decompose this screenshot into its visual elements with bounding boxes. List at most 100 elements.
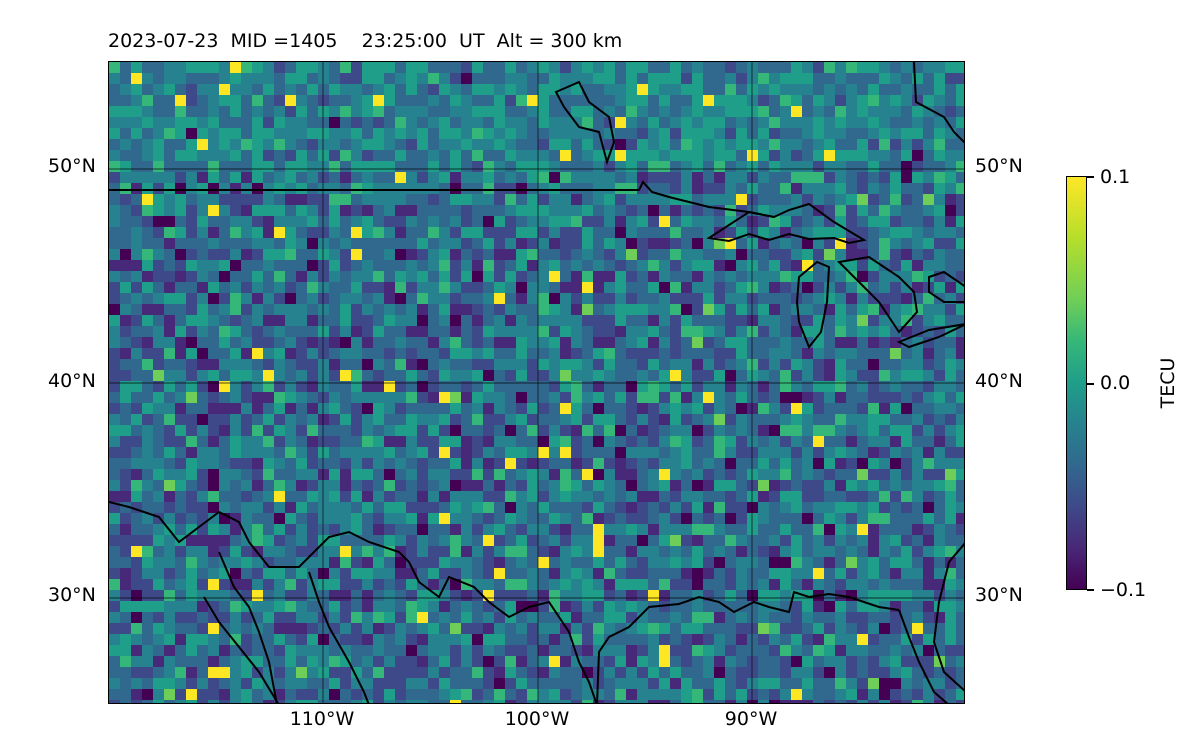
tec-cell bbox=[164, 348, 176, 360]
tec-cell bbox=[637, 227, 649, 239]
tec-cell bbox=[395, 535, 407, 547]
tec-cell bbox=[230, 249, 242, 261]
tec-cell bbox=[197, 689, 209, 701]
tec-cell bbox=[901, 414, 913, 426]
tec-cell bbox=[934, 337, 946, 349]
tec-cell bbox=[252, 249, 264, 261]
tec-cell bbox=[428, 590, 440, 602]
tec-cell bbox=[197, 447, 209, 459]
tec-cell bbox=[494, 359, 506, 371]
tec-cell bbox=[890, 238, 902, 250]
tec-cell bbox=[340, 117, 352, 129]
tec-cell bbox=[153, 216, 165, 228]
tec-cell bbox=[164, 238, 176, 250]
tec-cell bbox=[208, 249, 220, 261]
tec-cell bbox=[824, 194, 836, 206]
tec-cell bbox=[615, 139, 627, 151]
tec-cell bbox=[153, 370, 165, 382]
tec-cell bbox=[648, 425, 660, 437]
tec-cell bbox=[846, 260, 858, 272]
tec-cell bbox=[703, 172, 715, 184]
tec-cell bbox=[384, 645, 396, 657]
tec-cell bbox=[945, 370, 957, 382]
tec-cell bbox=[835, 546, 847, 558]
tec-cell bbox=[527, 293, 539, 305]
tec-cell bbox=[868, 315, 880, 327]
tec-cell bbox=[681, 161, 693, 173]
tec-cell bbox=[109, 403, 121, 415]
tec-cell bbox=[219, 656, 231, 668]
tec-cell bbox=[725, 249, 737, 261]
tec-cell bbox=[637, 282, 649, 294]
tec-cell bbox=[307, 326, 319, 338]
tec-cell bbox=[670, 601, 682, 613]
tec-cell bbox=[890, 227, 902, 239]
tec-cell bbox=[857, 315, 869, 327]
tec-cell bbox=[681, 304, 693, 316]
tec-cell bbox=[879, 337, 891, 349]
tec-cell bbox=[560, 491, 572, 503]
tec-cell bbox=[351, 293, 363, 305]
tec-cell bbox=[274, 678, 286, 690]
tec-cell bbox=[791, 623, 803, 635]
tec-cell bbox=[659, 139, 671, 151]
tec-cell bbox=[703, 568, 715, 580]
tec-cell bbox=[120, 370, 132, 382]
tec-cell bbox=[197, 315, 209, 327]
tec-cell bbox=[747, 623, 759, 635]
tec-cell bbox=[362, 689, 374, 701]
tec-cell bbox=[483, 227, 495, 239]
tec-cell bbox=[186, 183, 198, 195]
tec-cell bbox=[362, 678, 374, 690]
tec-cell bbox=[879, 590, 891, 602]
tec-cell bbox=[230, 315, 242, 327]
tec-cell bbox=[857, 359, 869, 371]
tec-cell bbox=[395, 337, 407, 349]
tec-cell bbox=[835, 568, 847, 580]
tec-cell bbox=[626, 436, 638, 448]
tec-cell bbox=[274, 326, 286, 338]
tec-cell bbox=[109, 304, 121, 316]
tec-cell bbox=[637, 458, 649, 470]
tec-cell bbox=[747, 117, 759, 129]
tec-cell bbox=[747, 667, 759, 679]
tec-cell bbox=[758, 590, 770, 602]
tec-cell bbox=[307, 502, 319, 514]
tec-cell bbox=[384, 260, 396, 272]
tec-cell bbox=[692, 678, 704, 690]
tec-cell bbox=[879, 293, 891, 305]
tec-cell bbox=[549, 601, 561, 613]
tec-cell bbox=[725, 106, 737, 118]
tec-cell bbox=[681, 84, 693, 96]
tec-cell bbox=[857, 238, 869, 250]
tec-cell bbox=[505, 436, 517, 448]
tec-cell bbox=[329, 381, 341, 393]
tec-cell bbox=[516, 293, 528, 305]
tec-cell bbox=[296, 634, 308, 646]
tec-cell bbox=[252, 469, 264, 481]
tec-cell bbox=[351, 95, 363, 107]
tec-cell bbox=[252, 656, 264, 668]
tec-cell bbox=[329, 557, 341, 569]
tec-cell bbox=[307, 315, 319, 327]
tec-cell bbox=[186, 601, 198, 613]
tec-cell bbox=[571, 205, 583, 217]
tec-cell bbox=[549, 249, 561, 261]
tec-cell bbox=[285, 491, 297, 503]
tec-cell bbox=[296, 524, 308, 536]
tec-cell bbox=[120, 392, 132, 404]
tec-cell bbox=[659, 546, 671, 558]
tec-cell bbox=[659, 414, 671, 426]
tec-cell bbox=[263, 381, 275, 393]
tec-cell bbox=[571, 381, 583, 393]
tec-cell bbox=[582, 249, 594, 261]
tec-cells bbox=[109, 62, 964, 703]
tec-cell bbox=[637, 73, 649, 85]
tec-cell bbox=[945, 348, 957, 360]
tec-cell bbox=[956, 150, 964, 162]
tec-cell bbox=[153, 238, 165, 250]
tec-cell bbox=[450, 271, 462, 283]
tec-cell bbox=[197, 513, 209, 525]
tec-cell bbox=[747, 645, 759, 657]
tec-cell bbox=[626, 128, 638, 140]
